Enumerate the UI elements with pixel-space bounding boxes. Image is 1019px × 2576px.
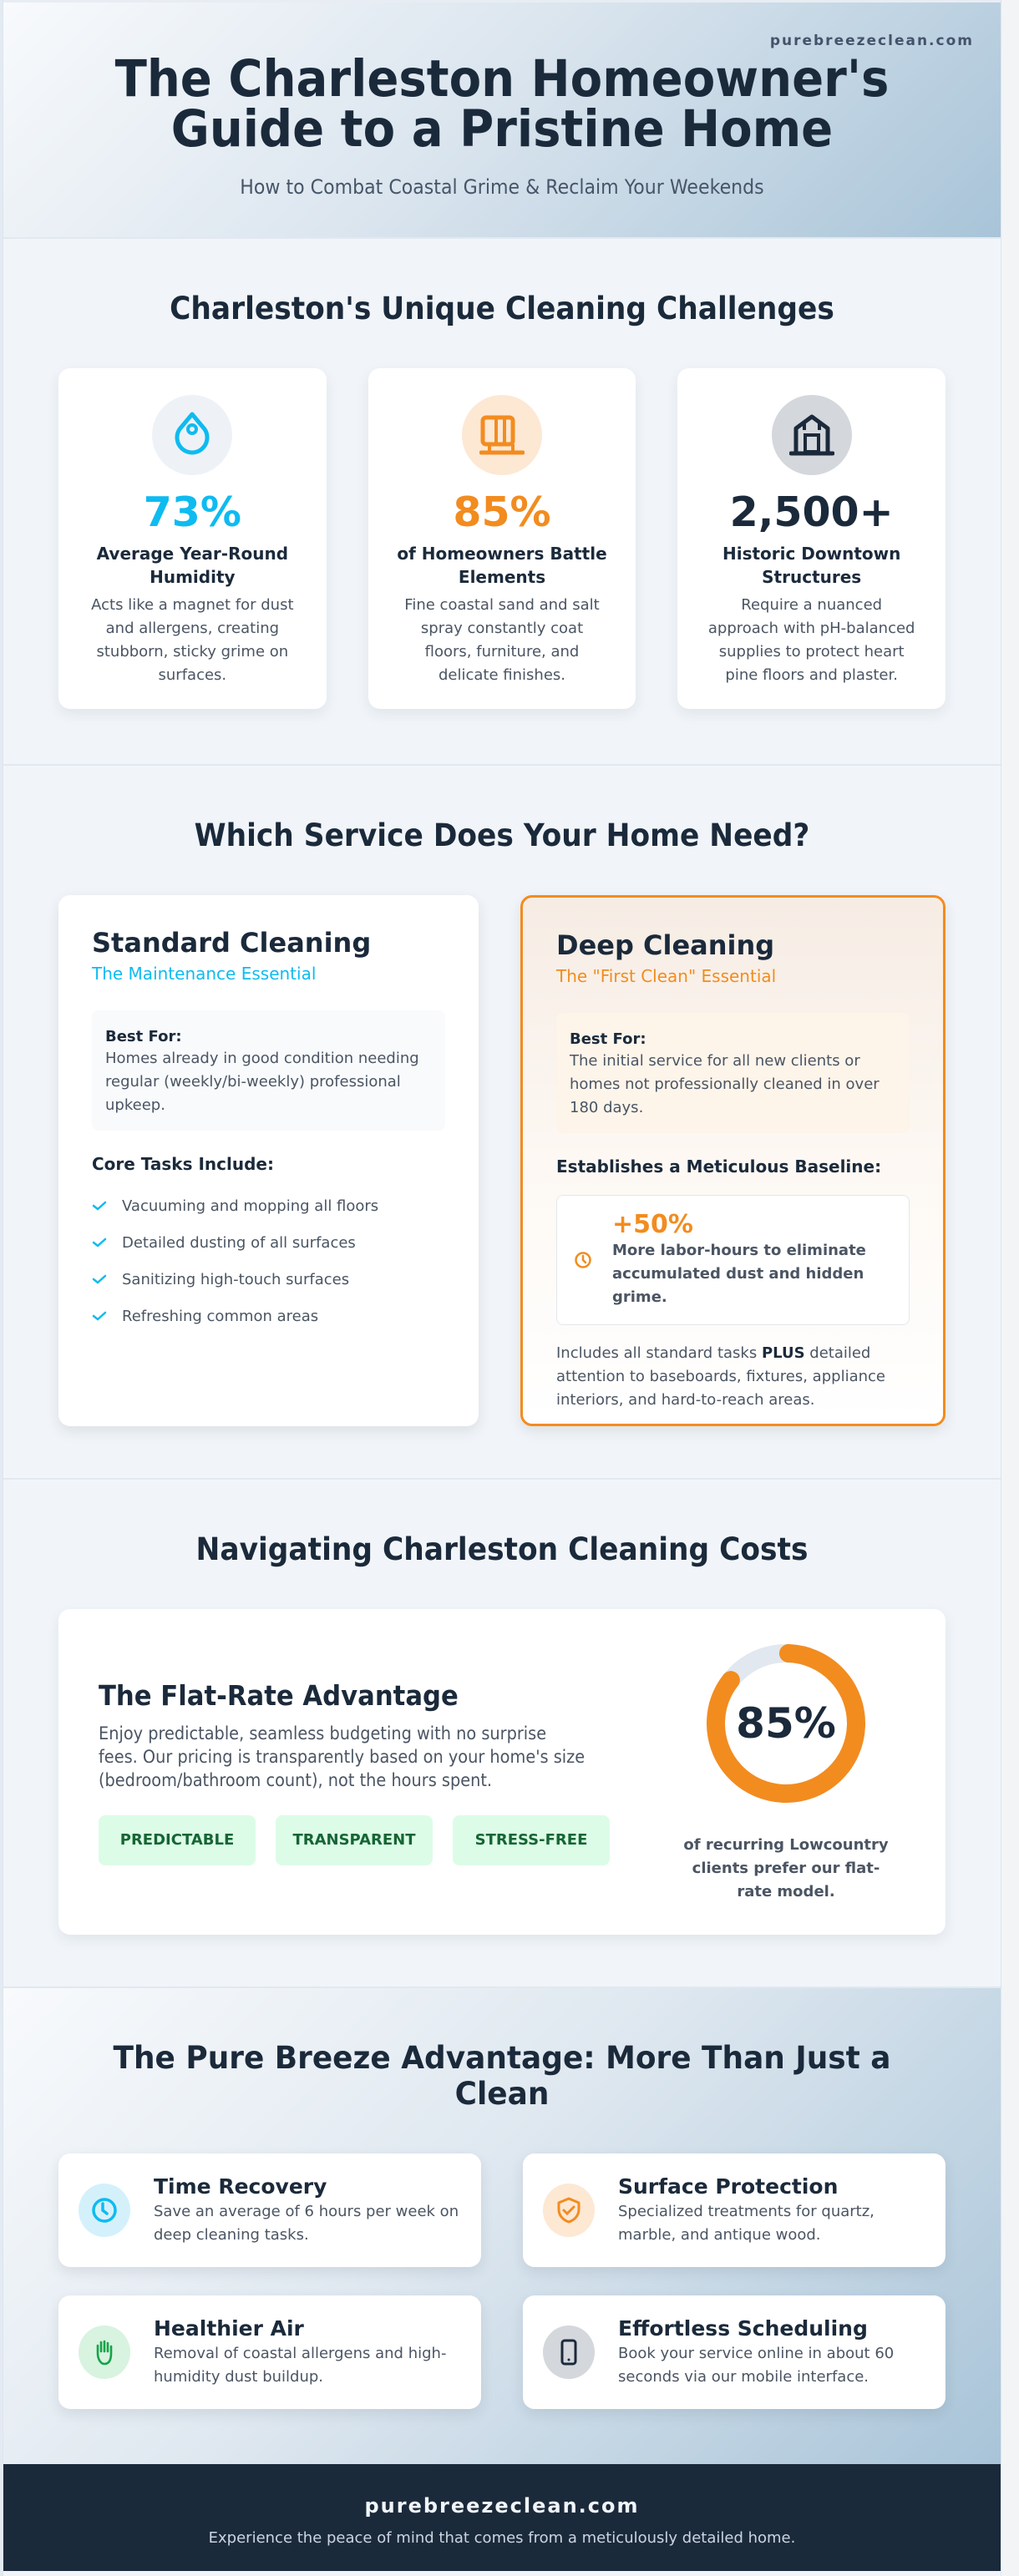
page-subtitle: How to Combat Coastal Grime & Reclaim Yo…	[240, 175, 764, 199]
check-icon	[92, 1237, 122, 1248]
advantage-title: Surface Protection	[618, 2174, 839, 2199]
costs-section: Navigating Charleston Cleaning Costs The…	[3, 1478, 1001, 1986]
flat-rate-card: The Flat-Rate Advantage Enjoy predictabl…	[58, 1609, 945, 1935]
header-domain-link[interactable]: purebreezeclean.com	[769, 33, 974, 49]
advantage-description: Specialized treatments for quartz, marbl…	[618, 2202, 875, 2244]
challenges-section: Charleston's Unique Cleaning Challenges …	[3, 237, 1001, 764]
page-title: The Charleston Homeowner's Guide to a Pr…	[114, 49, 890, 159]
stat-description: Acts like a magnet for dust and allergen…	[91, 596, 294, 684]
advantage-description: Save an average of 6 hours per week on d…	[154, 2202, 459, 2244]
task-item: Vacuuming and mopping all floors	[92, 1187, 445, 1224]
services-title: Which Service Does Your Home Need?	[194, 817, 810, 853]
check-icon	[92, 1310, 122, 1322]
service-tagline: The "First Clean" Essential	[556, 966, 777, 986]
service-name: Standard Cleaning	[92, 927, 372, 959]
clock-icon	[79, 2184, 130, 2237]
advantage-description: Removal of coastal allergens and high-hu…	[154, 2344, 447, 2386]
stat-value: 85%	[453, 488, 551, 536]
advantage-section: The Pure Breeze Advantage: More Than Jus…	[3, 1986, 1001, 2464]
donut-caption: of recurring Lowcountry clients prefer o…	[683, 1836, 889, 1900]
stat-card-elements: 85% of Homeowners Battle Elements Fine c…	[368, 368, 636, 709]
advantage-card-effortless-scheduling: Effortless Scheduling Book your service …	[523, 2295, 945, 2409]
task-item: Refreshing common areas	[92, 1298, 445, 1334]
mobile-phone-icon	[543, 2325, 595, 2379]
task-item: Sanitizing high-touch surfaces	[92, 1261, 445, 1298]
core-tasks-heading: Core Tasks Include:	[92, 1154, 274, 1174]
deep-clean-note: Includes all standard tasks PLUS detaile…	[556, 1344, 885, 1409]
shield-check-icon	[543, 2184, 595, 2237]
hero-header: purebreezeclean.com The Charleston Homeo…	[3, 0, 1001, 237]
best-for-box: Best For: Homes already in good conditio…	[92, 1010, 445, 1131]
costs-title: Navigating Charleston Cleaning Costs	[195, 1531, 809, 1567]
stat-description: Fine coastal sand and salt spray constan…	[404, 596, 600, 684]
best-for-label: Best For:	[570, 1030, 646, 1048]
stat-label: of Homeowners Battle Elements	[397, 544, 607, 587]
stat-card-humidity: 73% Average Year-Round Humidity Acts lik…	[58, 368, 327, 709]
pill-predictable: PREDICTABLE	[99, 1814, 256, 1865]
advantage-description: Book your service online in about 60 sec…	[618, 2344, 895, 2386]
furniture-icon	[462, 395, 542, 475]
best-for-text: The initial service for all new clients …	[570, 1052, 880, 1116]
stat-label: Historic Downtown Structures	[722, 544, 901, 587]
page: purebreezeclean.com The Charleston Homeo…	[3, 0, 1001, 2576]
task-list: Vacuuming and mopping all floors Detaile…	[92, 1187, 445, 1334]
footer-tagline: Experience the peace of mind that comes …	[208, 2529, 796, 2547]
service-card-standard: Standard Cleaning The Maintenance Essent…	[58, 895, 479, 1426]
donut-chart: 85%	[702, 1640, 869, 1807]
bottom-spacer	[3, 2571, 1001, 2576]
best-for-box: Best For: The initial service for all ne…	[556, 1013, 910, 1133]
donut-value: 85%	[736, 1699, 836, 1748]
stat-description: Require a nuanced approach with pH-balan…	[707, 596, 915, 684]
flat-rate-description: Enjoy predictable, seamless budgeting wi…	[99, 1723, 586, 1790]
service-tagline: The Maintenance Essential	[92, 964, 317, 984]
services-section: Which Service Does Your Home Need? Stand…	[3, 764, 1001, 1478]
water-drop-icon	[152, 395, 233, 475]
advantage-card-time-recovery: Time Recovery Save an average of 6 hours…	[58, 2153, 481, 2267]
advantage-title: Effortless Scheduling	[618, 2315, 868, 2341]
check-icon	[92, 1200, 122, 1212]
check-icon	[92, 1273, 122, 1285]
stat-card-historic: 2,500+ Historic Downtown Structures Requ…	[677, 368, 946, 709]
advantage-card-healthier-air: Healthier Air Removal of coastal allerge…	[58, 2295, 481, 2409]
best-for-text: Homes already in good condition needing …	[105, 1050, 419, 1114]
footer-domain-link[interactable]: purebreezeclean.com	[364, 2494, 640, 2518]
challenges-title: Charleston's Unique Cleaning Challenges	[170, 291, 834, 326]
pill-transparent: TRANSPARENT	[276, 1814, 433, 1865]
advantage-card-surface-protection: Surface Protection Specialized treatment…	[523, 2153, 945, 2267]
task-item: Detailed dusting of all surfaces	[92, 1224, 445, 1261]
stat-value: 2,500+	[729, 488, 894, 536]
best-for-label: Best For:	[105, 1028, 182, 1045]
service-card-deep: Deep Cleaning The "First Clean" Essentia…	[520, 895, 945, 1426]
metric-text: More labor-hours to eliminate accumulate…	[612, 1242, 866, 1306]
stat-label: Average Year-Round Humidity	[96, 544, 289, 587]
metric-value: +50%	[612, 1210, 693, 1239]
baseline-heading: Establishes a Meticulous Baseline:	[556, 1156, 882, 1177]
pill-stress-free: STRESS-FREE	[453, 1814, 610, 1865]
advantage-title: Time Recovery	[154, 2174, 327, 2199]
footer: purebreezeclean.com Experience the peace…	[3, 2464, 1001, 2571]
advantage-title: Healthier Air	[154, 2315, 304, 2341]
historic-house-icon	[771, 395, 852, 475]
labor-metric-box: +50% More labor-hours to eliminate accum…	[556, 1195, 910, 1325]
clock-icon	[574, 1251, 612, 1269]
hand-icon	[79, 2325, 130, 2379]
stat-value: 73%	[143, 488, 241, 536]
service-name: Deep Cleaning	[556, 929, 775, 961]
flat-rate-heading: The Flat-Rate Advantage	[99, 1678, 459, 1712]
advantage-title: The Pure Breeze Advantage: More Than Jus…	[113, 2040, 891, 2112]
